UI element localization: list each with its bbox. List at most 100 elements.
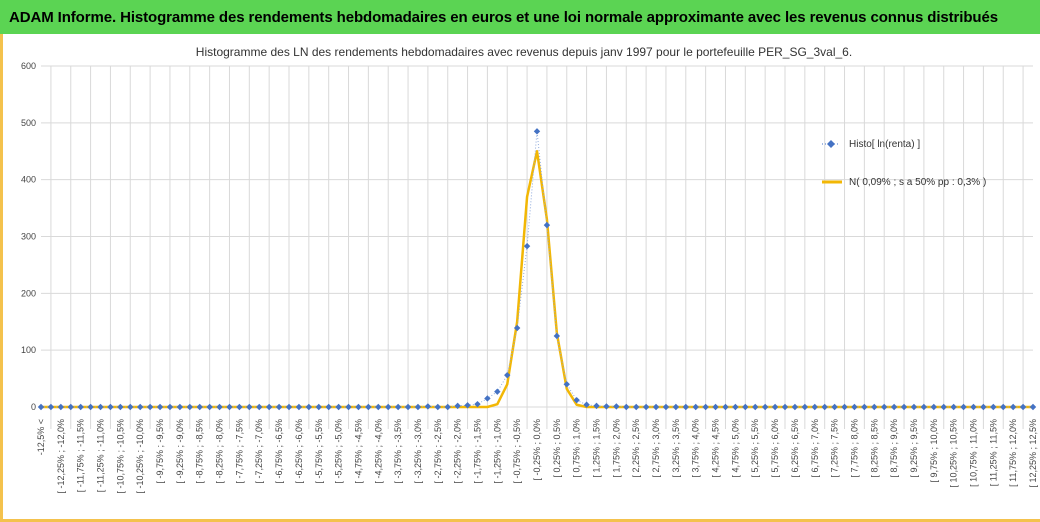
histo-marker [543, 221, 551, 229]
x-tick-label: [ -7,25% ; -7,0% [254, 419, 264, 484]
histo-marker [216, 403, 223, 411]
x-tick-label: [ 5,25% ; 5,5% [750, 419, 760, 478]
chart-area: Histogramme des LN des rendements hebdom… [0, 34, 1040, 522]
histo-marker [454, 402, 461, 410]
histo-marker [940, 403, 947, 411]
histo-marker [732, 403, 739, 411]
histo-marker [156, 403, 164, 411]
histo-marker [375, 403, 382, 411]
histo-marker [295, 403, 303, 411]
x-tick-label: -12,5% < [36, 419, 46, 455]
x-tick-label: [ 2,75% ; 3,0% [651, 419, 661, 478]
histo-marker [771, 403, 779, 411]
histo-marker [990, 403, 997, 411]
histo-marker [583, 401, 590, 408]
x-tick-label: [ 0,75% ; 1,0% [572, 419, 582, 478]
histo-marker [712, 403, 719, 411]
y-tick-label: 200 [21, 288, 36, 298]
histo-marker [1029, 403, 1037, 411]
x-tick-label: [ -3,75% ; -3,5% [393, 419, 403, 484]
x-tick-label: [ 3,25% ; 3,5% [671, 419, 681, 478]
x-tick-label: [ 3,75% ; 4,0% [691, 419, 701, 478]
x-tick-label: [ 4,75% ; 5,0% [730, 419, 740, 478]
histo-marker [553, 332, 561, 340]
histo-marker [206, 403, 213, 411]
histo-marker [742, 403, 749, 411]
histo-marker [523, 242, 531, 250]
x-tick-label: [ -9,25% ; -9,0% [175, 419, 185, 484]
histo-marker [256, 403, 263, 411]
histo-marker [345, 403, 352, 411]
x-tick-label: [ -3,25% ; -3,0% [413, 419, 423, 484]
histo-marker [702, 403, 709, 411]
histo-marker [573, 396, 580, 404]
histo-marker [57, 403, 65, 411]
histo-marker [821, 403, 828, 411]
histo-marker [761, 403, 769, 411]
x-tick-label: [ -0,25% ; 0,0% [532, 419, 542, 481]
histo-marker [513, 324, 521, 332]
histo-marker [851, 403, 858, 411]
histo-marker [871, 403, 878, 411]
histo-marker [752, 403, 759, 411]
histo-marker [444, 403, 451, 411]
legend: Histo[ ln(renta) ] N( 0,09% ; s a 50% pp… [822, 139, 986, 188]
histo-marker [285, 403, 293, 411]
histo-marker [47, 403, 55, 411]
y-tick-label: 100 [21, 345, 36, 355]
accent-bar-bottom [0, 519, 1040, 522]
x-tick-label: [ 7,75% ; 8,0% [849, 419, 859, 478]
histo-marker [960, 403, 967, 411]
x-tick-label: [ 11,25% ; 11,5% [988, 419, 998, 486]
histo-marker [672, 403, 680, 411]
accent-bar-left [0, 34, 3, 522]
histo-marker [77, 403, 84, 411]
histo-marker [176, 403, 184, 411]
histo-marker [1019, 403, 1027, 411]
x-tick-label: [ 10,75% ; 11,0% [968, 419, 978, 487]
x-tick-label: [ -2,75% ; -2,5% [433, 419, 443, 484]
histo-marker [127, 403, 134, 411]
x-tick-label: [ -4,25% ; -4,0% [373, 419, 383, 484]
histo-marker [67, 403, 74, 411]
histo-marker [623, 403, 630, 411]
x-tick-label: [ 5,75% ; 6,0% [770, 419, 780, 478]
histo-marker [117, 403, 124, 411]
histo-marker [494, 388, 501, 395]
histo-marker [950, 403, 957, 411]
x-tick-label: [ -5,75% ; -5,5% [314, 419, 324, 484]
histo-marker [474, 400, 481, 408]
histo-marker [692, 403, 699, 411]
x-tick-label: [ -10,75% ; -10,5% [115, 419, 125, 494]
x-tick-label: [ -4,75% ; -4,5% [353, 419, 363, 484]
grid-layer [41, 65, 1033, 429]
x-tick-label: [ 9,75% ; 10,0% [929, 419, 939, 483]
histo-marker [137, 403, 144, 411]
x-tick-label: [ 9,25% ; 9,5% [909, 419, 919, 478]
x-tick-label: [ -1,75% ; -1,5% [472, 419, 482, 484]
histo-marker [791, 403, 799, 411]
histo-marker [186, 403, 193, 411]
legend-histo-label: Histo[ ln(renta) ] [849, 139, 920, 150]
y-tick-label: 500 [21, 118, 36, 128]
histo-marker [910, 403, 918, 411]
x-tick-label: [ -2,25% ; -2,0% [453, 419, 463, 484]
histo-marker [633, 403, 640, 411]
histo-marker [811, 403, 818, 411]
histo-marker [831, 403, 838, 411]
banner-title: ADAM Informe. Histogramme des rendements… [9, 9, 998, 26]
x-tick-label: [ 10,25% ; 10,5% [949, 419, 959, 488]
histo-marker [722, 403, 729, 411]
x-tick-label: [ -10,25% ; -10,0% [135, 419, 145, 494]
x-tick-label: [ -8,25% ; -8,0% [215, 419, 225, 484]
series-layer [37, 128, 1037, 411]
histo-marker [841, 403, 848, 411]
histo-marker [335, 403, 342, 411]
x-axis-ticks: -12,5% < [ -12,25% ; -12,0% [ -11,75% ; -1… [36, 419, 1038, 494]
histo-marker [533, 128, 541, 135]
histo-marker [613, 403, 620, 410]
x-tick-label: [ -6,75% ; -6,5% [274, 419, 284, 484]
x-tick-label: [ -6,25% ; -6,0% [294, 419, 304, 484]
x-tick-label: [ 8,25% ; 8,5% [869, 419, 879, 478]
y-tick-label: 600 [21, 61, 36, 71]
